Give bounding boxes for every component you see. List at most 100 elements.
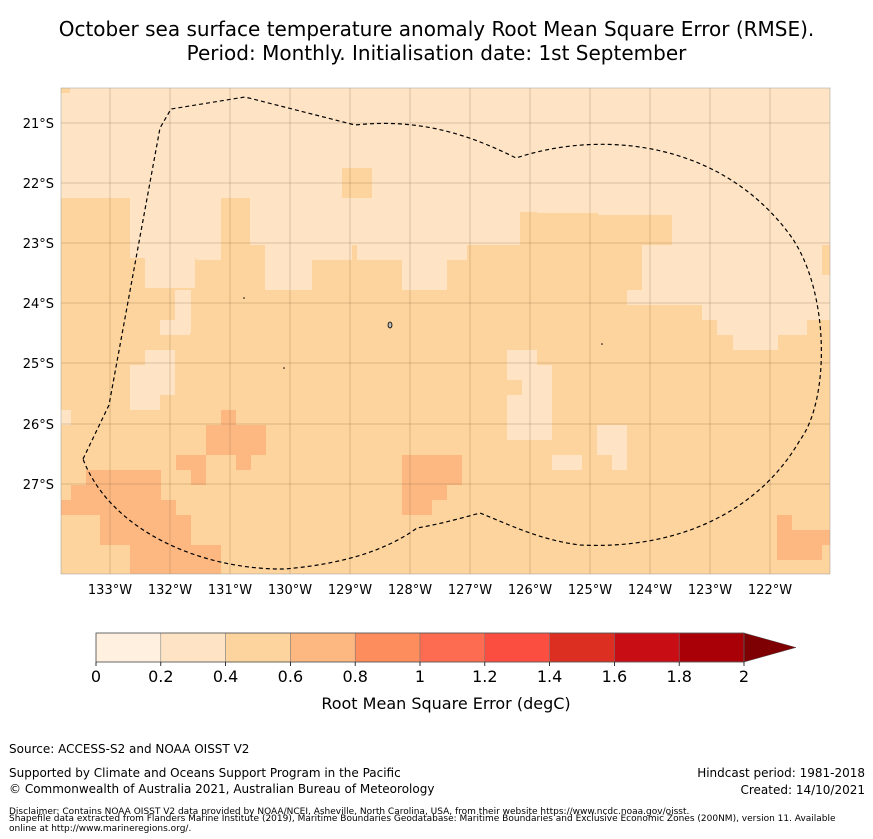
- rmse-cell: [250, 198, 537, 212]
- colorbar-tick-label: 0.6: [278, 667, 303, 686]
- rmse-cell: [402, 485, 447, 500]
- colorbar-tick-label: 0.4: [213, 667, 238, 686]
- latitude-axis: 21°S 22°S 23°S 24°S 25°S 26°S 27°S: [23, 117, 54, 493]
- hindcast-text: Hindcast period: 1981-2018: [697, 766, 865, 780]
- rmse-cell: [191, 470, 206, 485]
- rmse-cell: [160, 320, 190, 335]
- colorbar-tick-label: 1.4: [537, 667, 562, 686]
- colorbar-label: Root Mean Square Error (degC): [321, 694, 570, 713]
- eez-boundary: [82, 96, 822, 570]
- rmse-cell: [762, 245, 822, 275]
- colorbar-segment: [290, 632, 356, 663]
- rmse-cell: [672, 215, 830, 245]
- rmse-cell: [702, 305, 830, 320]
- source-text: Source: ACCESS-S2 and NOAA OISST V2: [9, 742, 250, 756]
- graticule: [61, 88, 830, 574]
- rmse-cell: [552, 455, 582, 470]
- rmse-grid: [61, 88, 830, 574]
- rmse-cell: [71, 485, 86, 500]
- rmse-cell: [597, 425, 627, 455]
- disclaimer-line2: Shapefile data extracted from Flanders M…: [9, 814, 836, 824]
- rmse-cell: [402, 500, 432, 515]
- rmse-cell: [176, 455, 206, 470]
- rmse-cell: [196, 198, 221, 260]
- rmse-cell: [236, 455, 251, 470]
- created-text: Created: 14/10/2021: [740, 783, 865, 797]
- lat-tick-label: 24°S: [23, 297, 54, 312]
- colorbar-tick-label: 1.2: [472, 667, 497, 686]
- rmse-cell: [61, 410, 71, 425]
- rmse-cell: [402, 455, 462, 485]
- rmse-cell: [250, 212, 520, 245]
- lon-tick-label: 130°W: [268, 583, 312, 598]
- rmse-cell: [61, 88, 830, 168]
- lat-tick-label: 21°S: [23, 117, 54, 132]
- rmse-cell: [265, 245, 312, 290]
- colorbar-tick-label: 1: [415, 667, 425, 686]
- longitude-axis: 133°W 132°W 131°W 130°W 129°W 128°W 127°W 126°W…: [88, 583, 792, 598]
- lon-tick-label: 133°W: [88, 583, 132, 598]
- lon-tick-label: 129°W: [328, 583, 372, 598]
- lon-tick-label: 124°W: [628, 583, 672, 598]
- rmse-cell: [100, 515, 191, 545]
- disclaimer-line1: Disclaimer: Contains NOAA OISST V2 data …: [9, 807, 690, 817]
- colorbar-segment: [95, 632, 162, 663]
- rmse-cell: [61, 500, 176, 515]
- lat-tick-label: 23°S: [23, 237, 54, 252]
- colorbar-tick-label: 2: [739, 667, 749, 686]
- rmse-cell: [61, 88, 70, 93]
- rmse-cell: [130, 365, 175, 395]
- colorbar-segment: [160, 632, 226, 663]
- colorbar-tick-label: 1.6: [602, 667, 627, 686]
- islands: [243, 297, 603, 369]
- rmse-cell: [522, 365, 552, 440]
- rmse-cell: [312, 245, 352, 260]
- rmse-cell: [130, 395, 160, 410]
- map-frame: [60, 87, 831, 575]
- lon-tick-label: 131°W: [208, 583, 252, 598]
- colorbar: 0 0.2 0.4 0.6 0.8 1 1.2 1.4 1.6 1.8 2: [91, 632, 797, 686]
- rmse-cell: [598, 168, 830, 215]
- island: [601, 343, 603, 345]
- rmse-cell: [130, 545, 221, 574]
- copyright-text: © Commonwealth of Australia 2021, Austra…: [9, 782, 435, 796]
- rmse-cell: [507, 395, 522, 440]
- rmse-cell: [145, 350, 175, 365]
- colorbar-tick-label: 1.8: [666, 667, 691, 686]
- lat-tick-label: 22°S: [23, 177, 54, 192]
- rmse-cell: [221, 410, 236, 425]
- colorbar-segment: [225, 632, 291, 663]
- colorbar-extend-arrow: [743, 632, 797, 663]
- lat-tick-label: 27°S: [23, 478, 54, 493]
- rmse-cell: [777, 545, 822, 560]
- colorbar-segment: [549, 632, 615, 663]
- colorbar-tick-label: 0.8: [342, 667, 367, 686]
- rmse-cell: [733, 335, 778, 350]
- rmse-cell: [642, 245, 762, 275]
- rmse-cell: [206, 425, 266, 455]
- colorbar-segment: [678, 632, 745, 663]
- island: [387, 321, 393, 329]
- island: [243, 297, 245, 299]
- rmse-cell: [612, 455, 627, 470]
- rmse-cell: [777, 530, 830, 545]
- chart-title-line1: October sea surface temperature anomaly …: [58, 17, 815, 41]
- colorbar-segment: [419, 632, 486, 663]
- rmse-cell: [86, 470, 161, 500]
- colorbar-segment: [484, 632, 550, 663]
- colorbar-tick-label: 0.2: [148, 667, 173, 686]
- disclaimer-line3: online at http://www.marineregions.org/.: [9, 824, 192, 834]
- lon-tick-label: 128°W: [388, 583, 432, 598]
- island: [283, 367, 285, 369]
- colorbar-tick-label: 0: [91, 667, 101, 686]
- lon-tick-label: 125°W: [568, 583, 612, 598]
- rmse-cell: [357, 245, 467, 260]
- lon-tick-label: 126°W: [508, 583, 552, 598]
- rmse-cell: [642, 275, 830, 290]
- lon-tick-label: 132°W: [148, 583, 192, 598]
- lon-tick-label: 123°W: [688, 583, 732, 598]
- lon-tick-label: 127°W: [448, 583, 492, 598]
- rmse-cell: [777, 515, 792, 530]
- rmse-cell: [717, 320, 807, 335]
